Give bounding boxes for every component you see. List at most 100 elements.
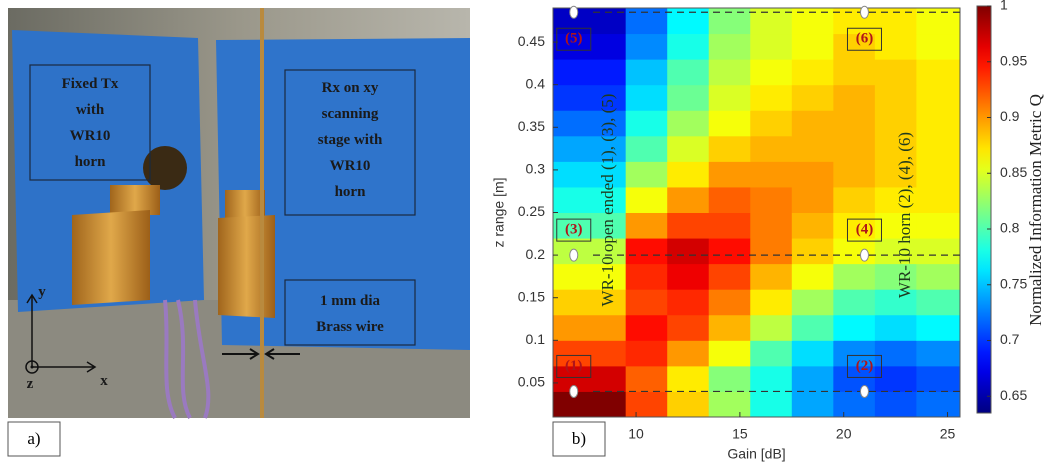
marker [859, 5, 869, 19]
label-line: WR10 [70, 128, 111, 144]
heat-cell [750, 59, 793, 86]
annotation: WR-10 horn (2), (4), (6) [895, 132, 914, 298]
heat-cell [874, 186, 917, 213]
heat-cell [553, 212, 627, 239]
heat-cell [874, 391, 917, 418]
heat-cell [874, 84, 917, 111]
marker [859, 248, 869, 262]
marker-label: (5) [565, 31, 583, 47]
label-box [29, 64, 151, 181]
axis-origin [25, 360, 39, 374]
flange [143, 146, 187, 190]
rx-horn [218, 215, 275, 318]
heat-cell [750, 289, 793, 316]
rx-label: Rx on xy scanning stage with WR10 horn [318, 80, 383, 200]
heat-cell [916, 33, 961, 60]
heat-cell [833, 238, 876, 265]
heat-cell [874, 161, 917, 188]
heat-cell [916, 84, 961, 111]
heat-cell [750, 110, 793, 137]
marker [569, 5, 579, 19]
heat-cell [667, 33, 710, 60]
heat-cell [833, 135, 876, 162]
heat-cell [833, 391, 876, 418]
heat-cell [750, 135, 793, 162]
marker-label-box [556, 354, 592, 378]
heat-cell [625, 340, 668, 367]
heat-cell [833, 59, 876, 86]
heat-cell [553, 314, 627, 341]
heat-cell [791, 238, 834, 265]
heat-cell [750, 33, 793, 60]
heat-cell [833, 340, 876, 367]
heat-cell [874, 110, 917, 137]
colorbar-tick-label: 0.65 [1000, 387, 1027, 403]
photo: Fixed Tx with WR10 horn Rx on xy scanning sta… [8, 8, 470, 419]
heat-cell [833, 110, 876, 137]
heat-cell [667, 186, 710, 213]
heat-cell [791, 314, 834, 341]
marker-label-box [556, 27, 592, 51]
panel-label-box [552, 421, 606, 457]
heat-cell [667, 238, 710, 265]
heat-cell [750, 365, 793, 392]
y-tick-label: 0.45 [518, 33, 545, 49]
axis-arrows [26, 293, 97, 373]
heat-cell [833, 212, 876, 239]
y-tick-label: 0.15 [518, 288, 545, 304]
heat-cell [625, 289, 668, 316]
heat-cell [833, 365, 876, 392]
axis-origin-dot [30, 365, 34, 369]
heat-cell [833, 263, 876, 290]
colorbar-tick-label: 0.75 [1000, 275, 1027, 291]
label-line: scanning [322, 106, 379, 122]
heat-cell [625, 365, 668, 392]
heat-cell [791, 340, 834, 367]
label-line: horn [335, 184, 367, 200]
y-tick-label: 0.05 [518, 374, 545, 390]
heat-cell [874, 238, 917, 265]
heat-cell [553, 340, 627, 367]
marker-label-box [846, 354, 882, 378]
heat-cell [916, 340, 961, 367]
heat-cell [791, 110, 834, 137]
heat-cell [667, 391, 710, 418]
label-line: horn [75, 154, 107, 170]
heat-cell [791, 135, 834, 162]
heat-cell [791, 263, 834, 290]
label-line: with [76, 102, 105, 118]
heat-cell [833, 186, 876, 213]
heat-cell [833, 33, 876, 60]
panel-label-box [7, 421, 61, 457]
wire-label: 1 mm dia Brass wire [316, 293, 384, 335]
axis-label: y [38, 284, 46, 300]
heat-cell [874, 59, 917, 86]
heat-cell [791, 186, 834, 213]
x-tick-label: 10 [628, 426, 644, 442]
heat-cell [625, 110, 668, 137]
heat-cell [750, 212, 793, 239]
heat-cell [791, 161, 834, 188]
heat-cell [553, 59, 627, 86]
y-tick-label: 0.4 [526, 75, 546, 91]
heat-cell [708, 365, 751, 392]
heat-cell [750, 391, 793, 418]
axis-label: x [100, 373, 108, 389]
heat-cell [708, 263, 751, 290]
heat-cell [667, 84, 710, 111]
heat-cell [708, 161, 751, 188]
heat-cell [625, 135, 668, 162]
heat-cell [625, 84, 668, 111]
marker [569, 384, 579, 398]
heat-cell [708, 212, 751, 239]
heat-cell [667, 161, 710, 188]
heat-cell [833, 314, 876, 341]
heat-cell [916, 263, 961, 290]
heat-cell [750, 186, 793, 213]
heat-cell [791, 365, 834, 392]
colorbar [976, 5, 992, 414]
label-line: Fixed Tx [62, 76, 119, 92]
colorbar-tick-label: 0.8 [1000, 220, 1020, 236]
marker-label: (2) [856, 358, 874, 374]
marker [569, 248, 579, 262]
